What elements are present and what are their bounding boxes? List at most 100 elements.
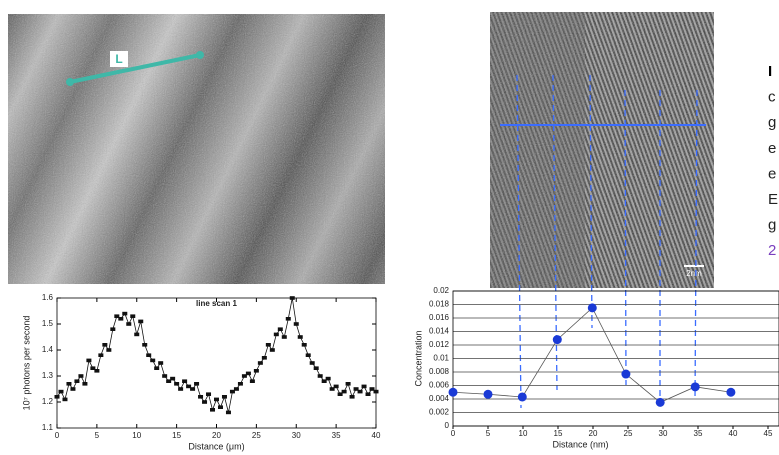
point [249,379,255,383]
point [118,317,124,321]
point [587,303,597,313]
point [285,317,291,321]
point [245,371,251,376]
point [281,335,287,339]
side-text-fragment: e [768,165,776,182]
point [317,374,323,378]
side-text-fragment: E [768,191,778,208]
point [337,392,343,396]
y-tick-label: 0 [445,421,450,430]
point [70,387,76,391]
y-tick-label: 0.014 [429,327,450,336]
point [206,392,212,396]
point [210,408,216,412]
sem-image: L [8,14,385,284]
x-tick-label: 5 [95,431,100,440]
point [373,389,379,394]
point [369,387,375,391]
x-tick-label: 30 [292,431,301,440]
point [130,314,136,318]
point [134,332,140,337]
point [94,369,100,373]
x-tick-label: 35 [694,429,703,438]
point [150,358,156,363]
x-tick-label: 25 [252,431,261,440]
y-tick-label: 0.02 [433,286,449,295]
point [229,389,235,394]
point [110,327,116,331]
y-tick-label: 0.004 [429,394,450,403]
point [273,332,279,337]
point [237,382,243,386]
point [194,382,200,386]
point [138,319,144,324]
point [190,387,196,391]
x-tick-label: 25 [624,429,633,438]
point [289,296,295,300]
point [517,392,527,402]
point [353,387,359,391]
point [90,366,96,370]
image-label: L [115,52,122,66]
point [297,335,303,339]
point [305,353,311,357]
point [690,382,700,392]
point [198,395,204,399]
point [325,376,331,381]
point [58,389,64,394]
y-tick-label: 0.002 [429,408,450,417]
series-line [56,297,377,413]
point [126,322,132,326]
side-text-fragment: I [768,63,772,80]
x-tick-label: 40 [372,431,381,440]
side-text-fragment: g [768,114,776,131]
point [78,374,84,378]
y-tick-label: 0.012 [429,340,450,349]
point [214,397,219,402]
side-text-fragment: e [768,140,776,157]
point [178,387,184,391]
y-tick-label: 0.016 [429,313,450,322]
scale-bar-label: 2nm [686,269,702,278]
chart-title: line scan 1 [196,299,237,308]
point [74,379,80,383]
point [233,387,239,391]
y-tick-label: 0.006 [429,381,450,390]
point [202,400,208,404]
point [122,311,128,316]
point [154,366,160,370]
point [162,374,168,378]
y-tick-label: 1.3 [42,371,54,380]
plot-frame [56,297,377,429]
x-tick-label: 20 [589,429,598,438]
x-axis-label: Distance (nm) [552,439,608,449]
hrtem-image: 2nm [490,12,714,288]
point [321,379,327,383]
y-axis-label: Concentration [413,330,423,386]
point [483,389,493,399]
point [166,379,172,383]
x-tick-label: 10 [132,431,141,440]
point [552,335,562,345]
x-tick-label: 45 [764,429,773,438]
x-tick-label: 20 [212,431,221,440]
point [82,382,88,386]
point [655,397,665,407]
point [726,387,736,397]
y-tick-label: 1.5 [42,319,54,328]
point [114,314,120,318]
x-tick-label: 0 [451,429,456,438]
y-tick-label: 0.01 [433,354,449,363]
point [309,361,315,365]
side-text-fragment: g [768,217,776,234]
point [142,343,148,347]
point [345,382,351,386]
point [174,382,180,386]
x-axis-label: Distance (μm) [188,441,244,451]
point [329,387,335,391]
point [277,327,283,331]
point [66,382,72,386]
